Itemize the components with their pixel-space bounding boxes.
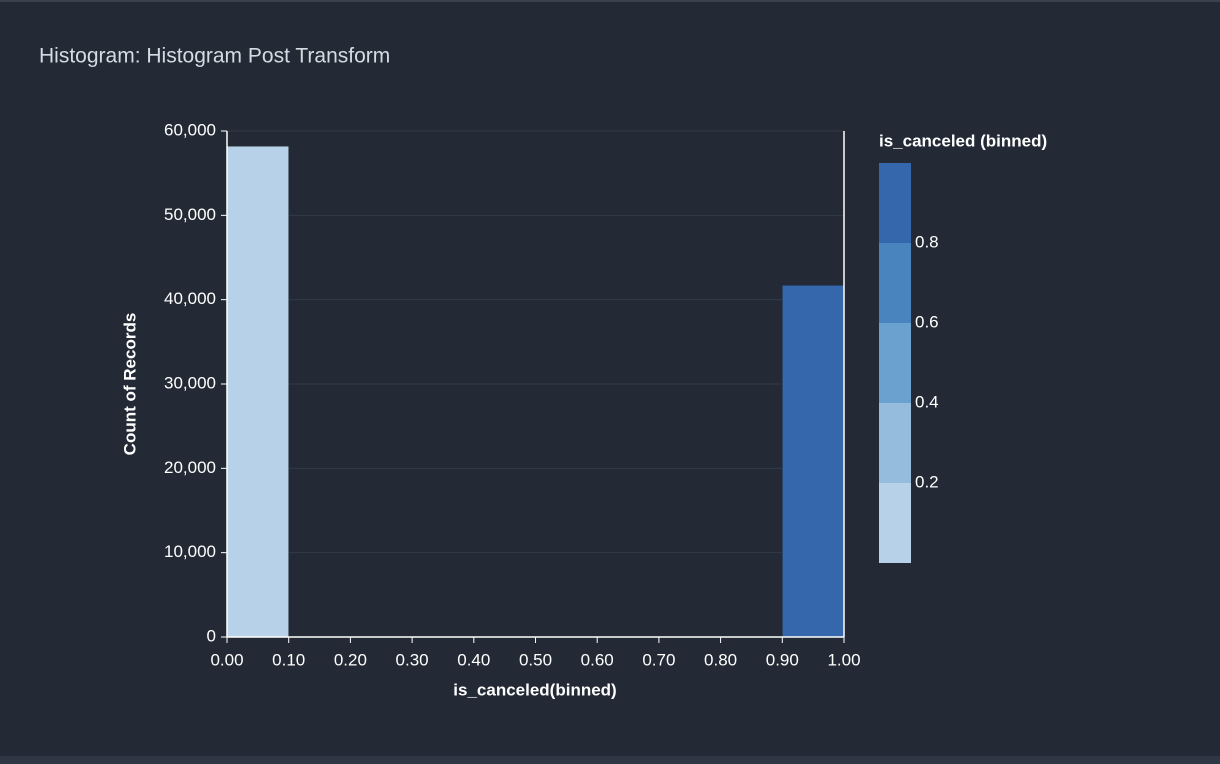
legend-swatch (879, 483, 911, 563)
legend-swatch (879, 323, 911, 403)
bar (782, 285, 845, 638)
x-tick-label: 0.90 (766, 650, 799, 669)
bar (226, 145, 289, 638)
legend-swatch (879, 243, 911, 323)
x-tick-label: 0.30 (396, 650, 429, 669)
top-border (0, 0, 1220, 2)
x-tick-label: 0.50 (519, 650, 552, 669)
x-tick-label: 0.10 (272, 650, 305, 669)
x-axis-title: is_canceled(binned) (453, 680, 616, 699)
y-tick-label: 40,000 (164, 289, 216, 308)
x-tick-label: 0.20 (334, 650, 367, 669)
chart-title: Histogram: Histogram Post Transform (39, 45, 390, 68)
y-tick-label: 20,000 (164, 458, 216, 477)
legend-tick-label: 0.8 (915, 232, 939, 251)
x-tick-label: 0.70 (642, 650, 675, 669)
bottom-border (0, 756, 1220, 764)
legend-title: is_canceled (binned) (879, 131, 1047, 150)
x-tick-label: 1.00 (827, 650, 860, 669)
legend-tick-label: 0.4 (915, 392, 939, 411)
legend-swatch (879, 403, 911, 483)
x-tick-label: 0.00 (210, 650, 243, 669)
y-tick-label: 0 (207, 626, 216, 645)
y-tick-label: 50,000 (164, 205, 216, 224)
x-tick-label: 0.80 (704, 650, 737, 669)
y-tick-label: 60,000 (164, 120, 216, 139)
legend-tick-label: 0.2 (915, 472, 939, 491)
x-tick-label: 0.60 (581, 650, 614, 669)
y-tick-label: 30,000 (164, 373, 216, 392)
legend-tick-label: 0.6 (915, 312, 939, 331)
legend-swatch (879, 163, 911, 243)
y-axis-title: Count of Records (120, 313, 139, 456)
y-tick-label: 10,000 (164, 542, 216, 561)
x-tick-label: 0.40 (457, 650, 490, 669)
